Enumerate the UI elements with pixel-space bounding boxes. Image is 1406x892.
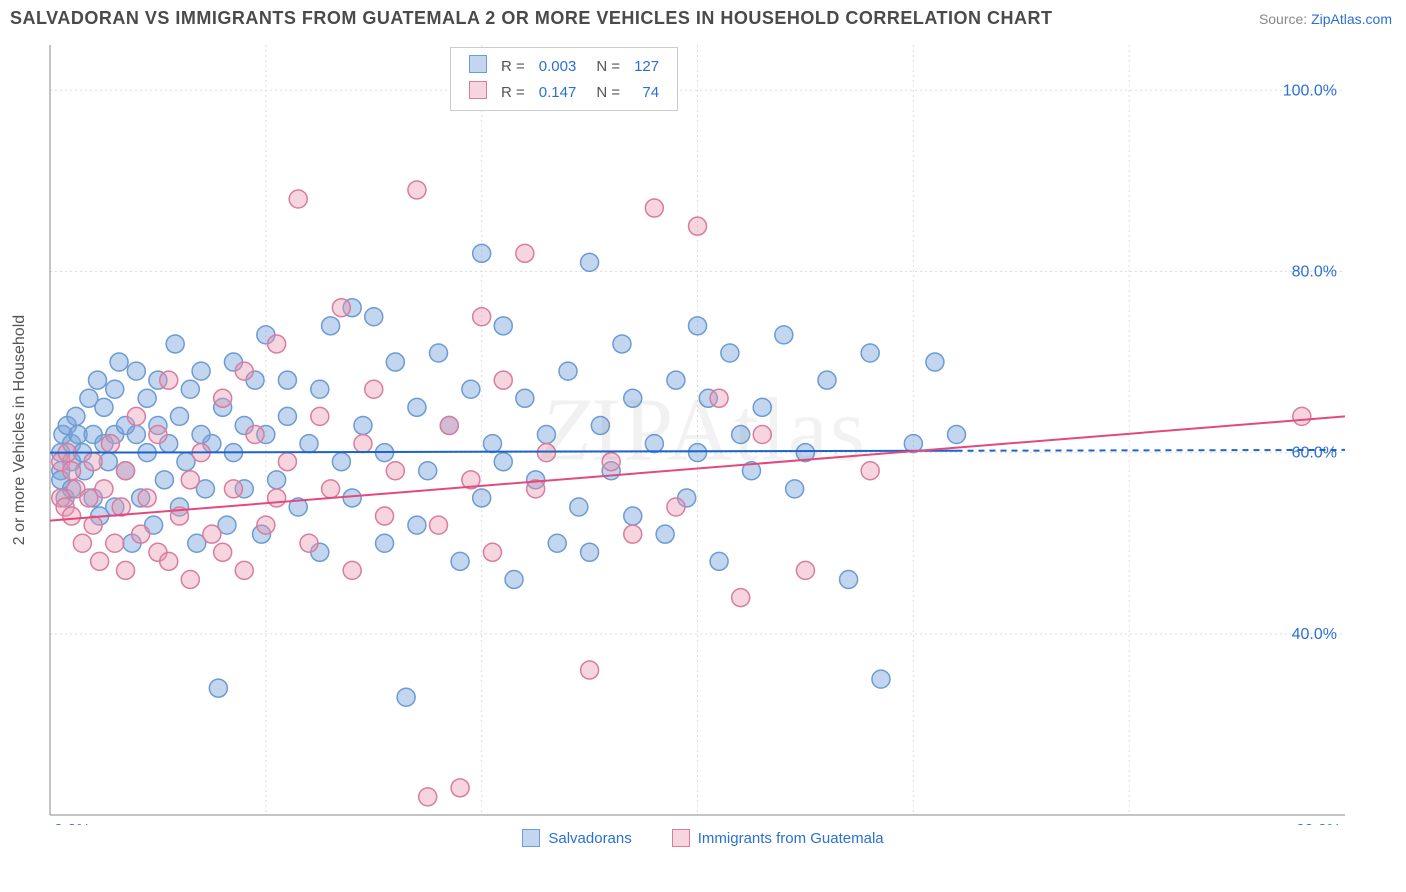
chart-title: SALVADORAN VS IMMIGRANTS FROM GUATEMALA … [10,8,1053,29]
svg-text:100.0%: 100.0% [1283,82,1337,99]
chart-header: SALVADORAN VS IMMIGRANTS FROM GUATEMALA … [0,0,1406,35]
legend-item-salvadorans: Salvadorans [522,829,631,847]
legend-swatch-guatemala [672,829,690,847]
svg-text:60.0%: 60.0% [1296,822,1341,825]
legend-label-guatemala: Immigrants from Guatemala [698,830,884,847]
correlation-legend-box: R =0.003N =127R =0.147N =74 [450,47,678,111]
legend-item-guatemala: Immigrants from Guatemala [672,829,884,847]
chart-area: 2 or more Vehicles in Household 40.0% 60.… [0,35,1406,825]
svg-text:40.0%: 40.0% [1292,626,1337,643]
legend-swatch-salvadorans [522,829,540,847]
source-prefix: Source: [1259,11,1311,27]
svg-text:60.0%: 60.0% [1292,445,1337,462]
source-attribution: Source: ZipAtlas.com [1259,11,1392,27]
series-legend: Salvadorans Immigrants from Guatemala [0,829,1406,847]
y-axis-label: 2 or more Vehicles in Household [11,280,29,580]
svg-text:80.0%: 80.0% [1292,263,1337,280]
source-link[interactable]: ZipAtlas.com [1311,11,1392,27]
scatter-plot-svg: 40.0% 60.0% 80.0% 100.0% 0.0% 60.0% [0,35,1350,825]
svg-text:0.0%: 0.0% [54,822,90,825]
legend-label-salvadorans: Salvadorans [548,830,631,847]
